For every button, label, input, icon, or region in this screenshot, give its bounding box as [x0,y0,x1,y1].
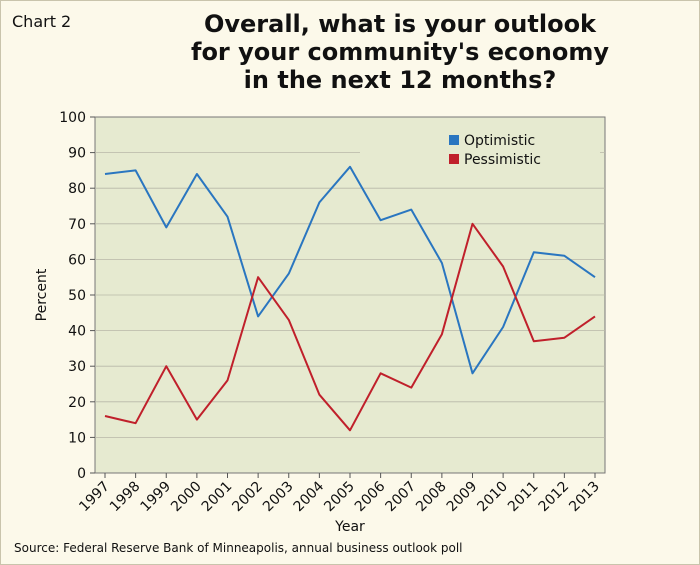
y-tick-label: 90 [68,146,86,162]
y-tick-label: 0 [77,466,86,482]
x-tick-label: 1997 [76,479,113,516]
x-tick-label: 2005 [321,479,358,516]
x-tick-label: 1999 [138,479,175,516]
x-tick-label: 2008 [413,479,450,516]
chart-number-label: Chart 2 [12,12,72,31]
y-tick-label: 10 [68,430,86,446]
legend-swatch-optimistic [449,135,459,145]
series-lines [104,165,596,432]
x-tick-label: 2011 [505,479,542,516]
legend-label-pessimistic: Pessimistic [464,152,541,168]
x-tick-label: 2010 [474,479,511,516]
title-line-2: for your community's economy [191,38,609,66]
x-tick-label: 2004 [291,478,328,515]
x-tick-label: 2009 [444,479,481,516]
x-tick-label: 2001 [199,479,236,516]
x-tick-label: 2000 [168,479,205,516]
y-tick-label: 60 [68,252,86,268]
x-tick-label: 2013 [566,479,603,516]
y-tick-label: 30 [68,359,86,375]
x-tick-label: 2002 [229,479,266,516]
x-tick-label: 2006 [352,478,389,515]
x-tick-label: 1998 [107,479,144,516]
source-note: Source: Federal Reserve Bank of Minneapo… [14,541,463,555]
y-tick-label: 20 [68,395,86,411]
series-line-pessimistic [104,222,596,432]
legend-swatch-pessimistic [449,154,459,164]
x-axis-ticks: 1997199819992000200120022003200420052006… [76,473,603,515]
x-tick-label: 2003 [260,479,297,516]
legend-label-optimistic: Optimistic [464,133,535,149]
y-tick-label: 50 [68,288,86,304]
y-tick-label: 100 [59,110,86,126]
title-line-1: Overall, what is your outlook [203,10,597,38]
y-tick-label: 40 [68,324,86,340]
x-tick-label: 2012 [536,479,573,516]
y-tick-label: 80 [68,181,86,197]
chart-title: Overall, what is your outlook for your c… [150,10,650,94]
x-tick-label: 2007 [383,479,420,516]
y-tick-label: 70 [68,217,86,233]
title-line-3: in the next 12 months? [243,66,557,94]
y-axis-ticks: 0 10 20 30 40 50 60 70 80 90 100 [59,110,95,482]
x-axis-label: Year [334,519,365,535]
legend: Optimistic Pessimistic [360,125,600,173]
y-axis-label: Percent [34,268,50,321]
series-line-optimistic [104,165,596,375]
legend-box [360,125,600,173]
gridlines [95,152,605,438]
